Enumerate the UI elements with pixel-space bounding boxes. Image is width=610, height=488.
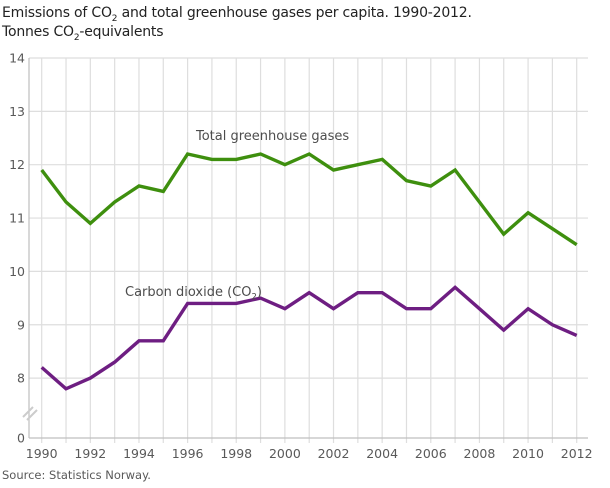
x-tick-label: 1990: [26, 446, 58, 461]
x-tick-label: 2006: [415, 446, 447, 461]
series-line-total-greenhouse-gases: [40, 152, 578, 247]
title-text: -equivalents: [79, 24, 164, 40]
series-label-text: ): [256, 285, 262, 300]
series-line-carbon-dioxide-co2: [40, 285, 578, 391]
x-tick-label: 1998: [220, 446, 252, 461]
series-label-text: Total greenhouse gases: [196, 129, 350, 144]
x-tick-label: 2010: [512, 446, 544, 461]
y-tick-label: 0: [17, 431, 25, 446]
source-note: Source: Statistics Norway.: [2, 468, 151, 482]
title-subscript: 2: [111, 13, 118, 24]
x-tick-label: 2002: [318, 446, 350, 461]
y-tick-label: 11: [9, 211, 25, 226]
title-text: Emissions of CO: [2, 5, 112, 21]
chart-title-line1: Emissions of CO2 and total greenhouse ga…: [2, 4, 472, 23]
y-tick-label: 14: [9, 51, 25, 66]
x-tick-label: 1994: [123, 446, 155, 461]
series-label-subscript: 2: [251, 292, 257, 303]
series-label-total-greenhouse-gases: Total greenhouse gases: [196, 129, 349, 144]
series-label-text: Carbon dioxide (CO: [125, 285, 252, 300]
chart-title: Emissions of CO2 and total greenhouse ga…: [2, 4, 472, 42]
y-tick-label: 13: [9, 104, 25, 119]
x-tick-label: 1992: [74, 446, 106, 461]
y-tick-label: 12: [9, 157, 25, 172]
y-tick-label: 10: [9, 264, 25, 279]
title-text: Tonnes CO: [2, 24, 74, 40]
axis-break-icon: [22, 406, 34, 418]
x-tick-label: 2008: [464, 446, 496, 461]
series-label-carbon-dioxide: Carbon dioxide (CO2): [125, 285, 262, 303]
y-tick-label: 9: [17, 317, 25, 332]
x-tick-label: 1996: [172, 446, 204, 461]
title-subscript: 2: [73, 32, 80, 43]
x-tick-label: 2012: [561, 446, 593, 461]
x-tick-label: 2000: [269, 446, 301, 461]
x-tick-label: 2004: [366, 446, 398, 461]
y-tick-label: 8: [17, 371, 25, 386]
title-text: and total greenhouse gases per capita. 1…: [117, 5, 472, 21]
axis-break-icon: [26, 409, 38, 421]
chart-title-line2: Tonnes CO2-equivalents: [2, 23, 472, 42]
